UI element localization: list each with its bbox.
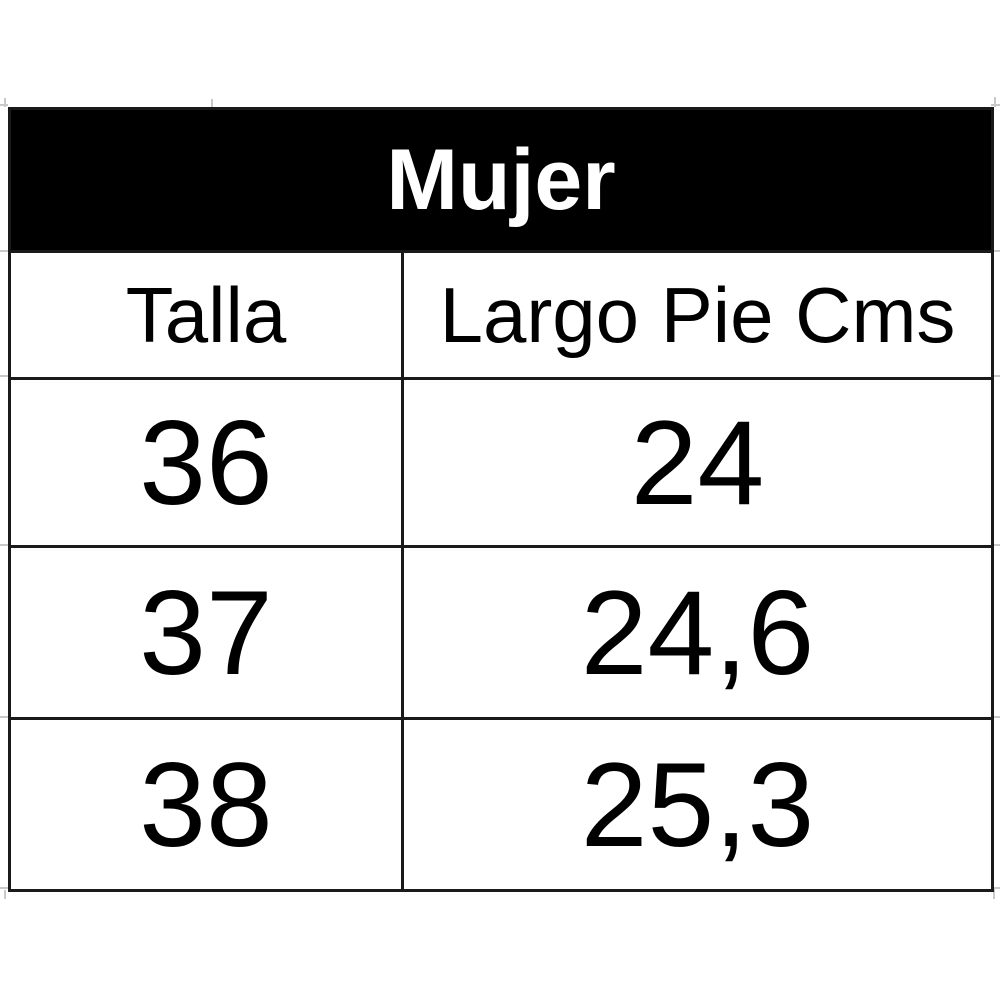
gridline-stub — [0, 544, 8, 546]
gridline-stub — [991, 887, 1000, 889]
gridline-stub — [211, 99, 213, 107]
column-header-row: Talla Largo Pie Cms — [8, 250, 994, 380]
table-row-size-36: 36 24 — [8, 377, 994, 548]
gridline-stub — [991, 250, 1000, 252]
gridline-stub — [0, 716, 8, 718]
table-row-size-38: 38 25,3 — [8, 717, 994, 892]
column-header-talla: Talla — [8, 250, 404, 380]
women-size-table: Mujer Talla Largo Pie Cms 36 24 37 24,6 … — [8, 107, 994, 892]
cell-largo-row1: 24 — [401, 377, 994, 548]
cell-largo-row2: 24,6 — [401, 545, 994, 720]
gridline-stub — [991, 544, 1000, 546]
gridline-stub — [0, 375, 8, 377]
gridline-stub — [991, 716, 1000, 718]
gridline-stub — [0, 887, 8, 889]
gridline-stub — [0, 104, 8, 106]
gridline-stub — [994, 97, 996, 107]
gridline-stub — [4, 890, 6, 899]
gridline-stub — [993, 889, 995, 899]
cell-talla-row2: 37 — [8, 545, 404, 720]
cell-largo-row3: 25,3 — [401, 717, 994, 892]
cell-talla-row1: 36 — [8, 377, 404, 548]
title-row: Mujer — [8, 107, 994, 253]
gridline-stub — [4, 98, 6, 107]
column-header-largo-pie-cms: Largo Pie Cms — [401, 250, 994, 380]
gridline-stub — [0, 250, 8, 252]
table-title: Mujer — [8, 107, 994, 253]
cell-talla-row3: 38 — [8, 717, 404, 892]
gridline-stub — [991, 375, 1000, 377]
table-row-size-37: 37 24,6 — [8, 545, 994, 720]
